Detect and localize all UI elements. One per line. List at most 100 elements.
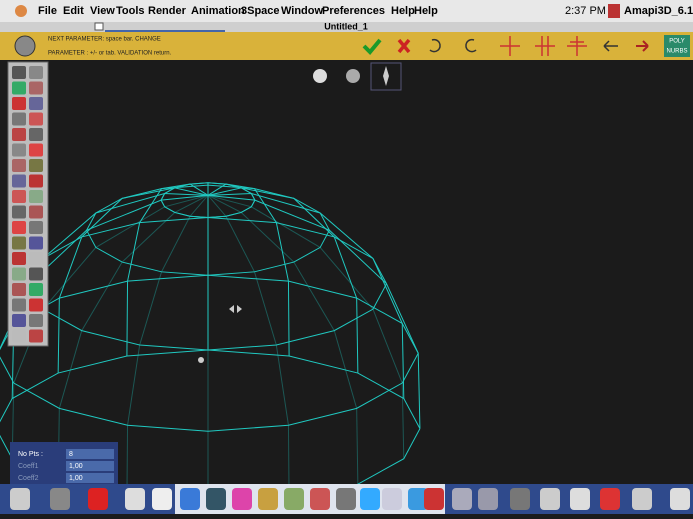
forward-button[interactable] bbox=[636, 40, 649, 52]
menu-item[interactable]: Render bbox=[148, 5, 187, 17]
validate-button[interactable] bbox=[362, 38, 382, 55]
dock-icon[interactable] bbox=[10, 488, 30, 510]
tool-button[interactable] bbox=[12, 190, 26, 203]
apple-menu[interactable] bbox=[15, 5, 27, 17]
tool-button[interactable] bbox=[12, 81, 26, 95]
tool-button[interactable] bbox=[12, 174, 26, 188]
handle[interactable] bbox=[229, 305, 242, 313]
axis-button[interactable] bbox=[535, 36, 555, 56]
dock-icon[interactable] bbox=[424, 488, 444, 510]
mode-label: POLY bbox=[669, 39, 685, 45]
menu-item[interactable]: Help bbox=[414, 5, 438, 17]
tool-button[interactable] bbox=[29, 128, 43, 141]
meridian bbox=[57, 187, 209, 374]
shaded-view[interactable] bbox=[313, 69, 327, 83]
tool-button[interactable] bbox=[29, 112, 43, 126]
tool-button[interactable] bbox=[12, 283, 26, 296]
tool-button[interactable] bbox=[12, 143, 26, 157]
tool-button[interactable] bbox=[12, 66, 26, 79]
tool-button[interactable] bbox=[29, 97, 43, 110]
instruction: PARAMETER : +/- or tab. VALIDATION retur… bbox=[48, 51, 172, 57]
tool-button[interactable] bbox=[29, 81, 43, 95]
dock-icon[interactable] bbox=[382, 488, 402, 510]
material-ball[interactable] bbox=[14, 35, 36, 57]
tool-button[interactable] bbox=[29, 221, 43, 234]
menu-item[interactable]: View bbox=[90, 5, 115, 17]
dock-icon[interactable] bbox=[408, 488, 428, 510]
dock-icon[interactable] bbox=[50, 488, 70, 510]
param-field[interactable] bbox=[66, 461, 114, 471]
axis-button[interactable] bbox=[500, 36, 520, 56]
dock-icon[interactable] bbox=[510, 488, 530, 510]
menu-item[interactable]: Edit bbox=[63, 5, 84, 17]
tool-button[interactable] bbox=[12, 159, 26, 172]
back-button[interactable] bbox=[603, 40, 618, 52]
dock-icon[interactable] bbox=[540, 488, 560, 510]
tool-button[interactable] bbox=[12, 221, 26, 234]
dock-icon[interactable] bbox=[452, 488, 472, 510]
dock-icon[interactable] bbox=[152, 488, 172, 510]
tool-button[interactable] bbox=[12, 128, 26, 141]
tool-button[interactable] bbox=[29, 205, 43, 219]
dock-icon[interactable] bbox=[125, 488, 145, 510]
tool-button[interactable] bbox=[12, 314, 26, 327]
latitude bbox=[0, 274, 419, 432]
menu-item[interactable]: Preferences bbox=[322, 5, 385, 17]
meridian bbox=[207, 187, 359, 374]
cancel-button[interactable] bbox=[397, 38, 411, 54]
tool-button[interactable] bbox=[29, 314, 43, 327]
tool-button[interactable] bbox=[29, 159, 43, 172]
dock-icon[interactable] bbox=[478, 488, 498, 510]
dock-icon[interactable] bbox=[88, 488, 108, 510]
dock-icon[interactable] bbox=[670, 488, 690, 510]
tool-button[interactable] bbox=[29, 298, 43, 312]
tool-button[interactable] bbox=[29, 174, 43, 188]
tool-button[interactable] bbox=[12, 298, 26, 312]
param-field[interactable] bbox=[66, 449, 114, 459]
param-field[interactable] bbox=[66, 473, 114, 483]
tool-button[interactable] bbox=[29, 143, 43, 157]
dock-icon[interactable] bbox=[232, 488, 252, 510]
dock-icon[interactable] bbox=[258, 488, 278, 510]
dock-icon[interactable] bbox=[284, 488, 304, 510]
axis-button[interactable] bbox=[567, 36, 587, 56]
meridian bbox=[126, 183, 209, 357]
tool-button[interactable] bbox=[12, 97, 26, 110]
dock-icon[interactable] bbox=[570, 488, 590, 510]
dock-icon[interactable] bbox=[310, 488, 330, 510]
tool-button[interactable] bbox=[12, 252, 26, 265]
menu-item[interactable]: Animation bbox=[191, 5, 245, 17]
wire-view[interactable] bbox=[374, 66, 398, 86]
mode-badge[interactable] bbox=[664, 35, 690, 57]
tool-button[interactable] bbox=[29, 329, 43, 343]
tool-button[interactable] bbox=[12, 205, 26, 219]
dock-icon[interactable] bbox=[206, 488, 226, 510]
tool-button[interactable] bbox=[29, 66, 43, 79]
menu-item[interactable]: Window bbox=[281, 5, 323, 17]
tool-button[interactable] bbox=[29, 283, 43, 296]
app-name[interactable]: Amapi3D_6.1TE bbox=[624, 5, 693, 17]
dock-icon[interactable] bbox=[336, 488, 356, 510]
close-box[interactable] bbox=[94, 22, 104, 31]
dock-icon[interactable] bbox=[632, 488, 652, 510]
tool-button[interactable] bbox=[29, 190, 43, 203]
tool-button[interactable] bbox=[29, 252, 43, 265]
tool-button[interactable] bbox=[29, 236, 43, 250]
dock-icon[interactable] bbox=[180, 488, 200, 510]
redo-button[interactable] bbox=[465, 38, 477, 53]
faceted-view[interactable] bbox=[346, 69, 360, 83]
window-title: Untitled_1 bbox=[324, 21, 368, 31]
dock-icon[interactable] bbox=[600, 488, 620, 510]
menu-item[interactable]: Tools bbox=[116, 5, 145, 17]
menu-item[interactable]: File bbox=[38, 5, 57, 17]
tool-button[interactable] bbox=[29, 267, 43, 281]
undo-button[interactable] bbox=[429, 38, 441, 53]
dock-icon[interactable] bbox=[360, 488, 380, 510]
tool-button[interactable] bbox=[12, 112, 26, 126]
tool-button[interactable] bbox=[12, 236, 26, 250]
menu-item[interactable]: Help bbox=[391, 5, 415, 17]
menu-item[interactable]: 3Space bbox=[241, 5, 280, 17]
tool-button[interactable] bbox=[12, 329, 26, 343]
tool-button[interactable] bbox=[12, 267, 26, 281]
